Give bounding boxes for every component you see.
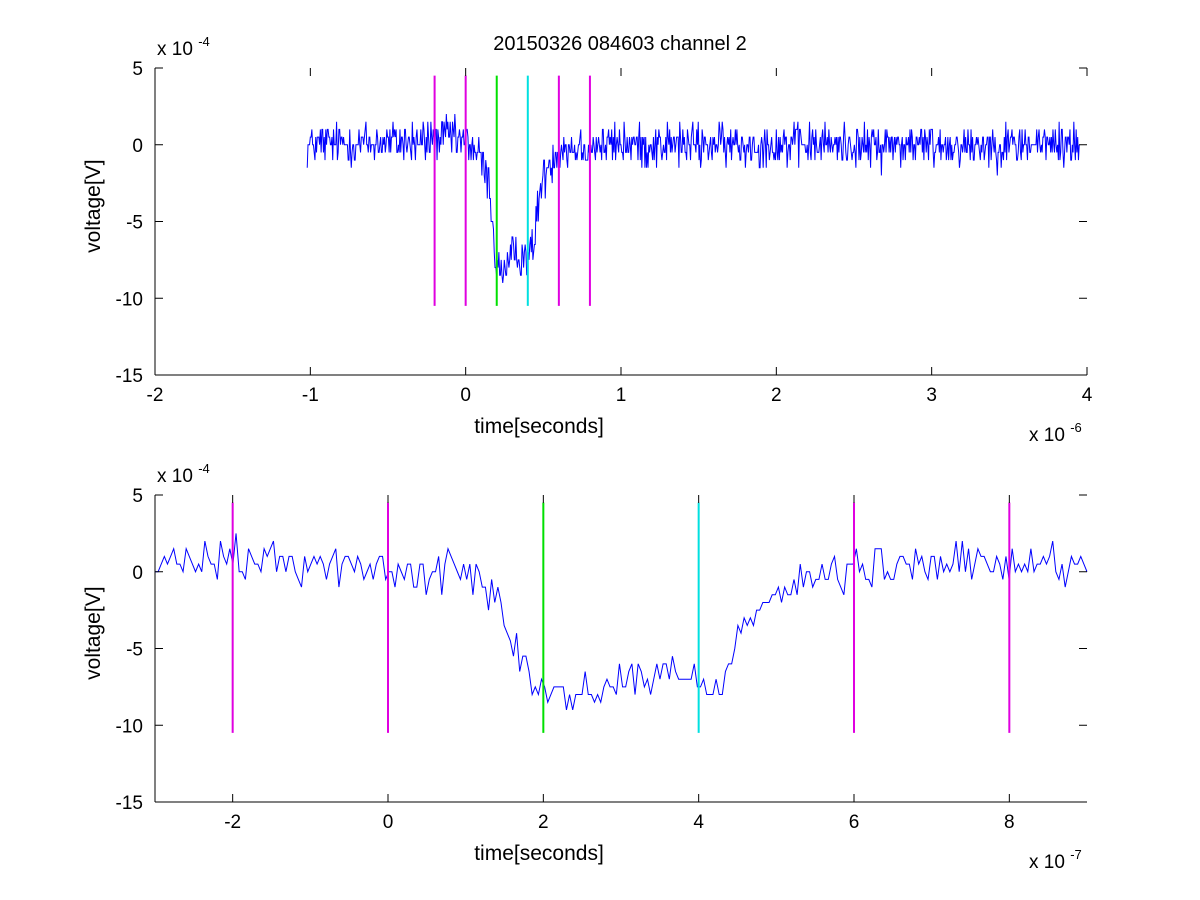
y-tick-label: 5 — [132, 59, 143, 80]
axes-top: -2 -1 0 1 2 3 4-15-10-505time[seconds]voltage[… — [82, 34, 1093, 446]
y-tick-label: -10 — [116, 289, 143, 310]
y-tick-label: -10 — [116, 716, 143, 737]
axes-bottom: -2 0 2 4 6 8 -15 -10 -5 0 5 time[seconds] voltage[V]… — [82, 461, 1088, 873]
x-tick-label: -1 — [302, 385, 319, 406]
x-tick-label: 1 — [616, 385, 627, 406]
x-tick-label: 2 — [538, 812, 549, 833]
y-tick-label: -5 — [126, 640, 143, 661]
y-tick-label: 0 — [132, 563, 143, 584]
x-tick-label: 2 — [771, 385, 782, 406]
y-scale-exponent: -4 — [198, 461, 210, 476]
y-axis-label: voltage[V] — [82, 159, 105, 252]
x-axis-label: time[seconds] — [474, 842, 604, 865]
x-tick-label: -2 — [224, 812, 241, 833]
x-tick-label: 4 — [1082, 385, 1093, 406]
y-tick-label: 5 — [132, 486, 143, 507]
x-axis-label: time[seconds] — [474, 415, 604, 438]
y-tick-label: 0 — [132, 136, 143, 157]
y-tick-label: -15 — [116, 366, 143, 387]
x-tick-label: 4 — [693, 812, 704, 833]
x-tick-label: -2 — [147, 385, 164, 406]
x-tick-label: 0 — [383, 812, 394, 833]
y-tick-label: -5 — [126, 213, 143, 234]
y-scale-exponent: -4 — [198, 34, 210, 49]
x-scale-exponent: -6 — [1070, 420, 1082, 435]
y-tick-label: -15 — [116, 793, 143, 814]
x-tick-label: 8 — [1004, 812, 1015, 833]
x-tick-label: 0 — [460, 385, 471, 406]
x-tick-label: 3 — [926, 385, 937, 406]
y-axis-label: voltage[V] — [82, 586, 105, 679]
signal-line — [306, 114, 1080, 283]
figure-title: 20150326 084603 channel 2 — [493, 33, 747, 55]
signal-line — [155, 533, 1088, 710]
x-scale-exponent: -7 — [1070, 847, 1082, 862]
x-tick-label: 6 — [849, 812, 860, 833]
